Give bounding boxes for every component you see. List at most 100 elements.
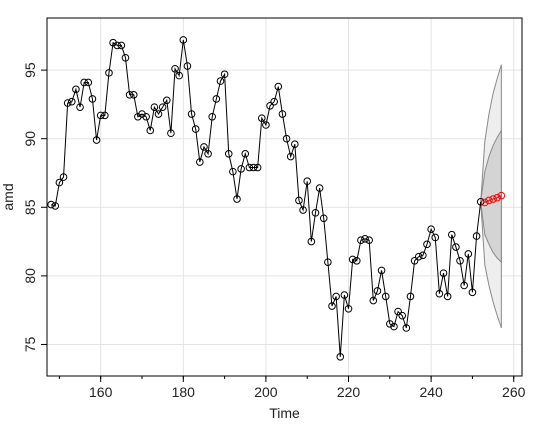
observed-point [233, 195, 241, 203]
observed-point [336, 352, 345, 361]
observed-point [332, 292, 340, 301]
observed-point [381, 292, 390, 301]
series-points [47, 36, 506, 361]
observed-point [162, 96, 171, 105]
observed-point [315, 184, 324, 192]
observed-point [398, 311, 407, 320]
observed-point [253, 163, 262, 172]
observed-point [101, 111, 109, 120]
observed-point [447, 230, 456, 239]
observed-point [105, 69, 113, 77]
observed-point [175, 71, 183, 80]
observed-point [63, 99, 72, 107]
observed-point [51, 202, 60, 210]
observed-point [286, 152, 295, 161]
observed-point [72, 85, 80, 94]
y-axis-title: amd [0, 183, 16, 210]
observed-point [414, 252, 423, 261]
observed-point [295, 196, 303, 205]
observed-point [291, 140, 299, 148]
observed-point [443, 292, 452, 301]
observed-point [361, 235, 369, 243]
observed-point [121, 53, 130, 62]
observed-point [460, 281, 468, 290]
observed-point [208, 112, 217, 121]
observed-point [125, 91, 134, 99]
observed-point [402, 324, 411, 332]
observed-point [158, 103, 167, 111]
observed-point [146, 126, 155, 135]
observed-point [324, 258, 332, 266]
observed-point [472, 232, 481, 240]
observed-line [50, 39, 482, 357]
y-tick-label: 80 [22, 268, 38, 284]
observed-point [183, 62, 192, 70]
observed-point [365, 236, 373, 245]
observed-point [96, 111, 105, 120]
observed-point [427, 225, 435, 234]
observed-point [348, 255, 357, 264]
observed-point [410, 256, 419, 265]
observed-point [439, 269, 448, 277]
observed-point [245, 163, 254, 172]
observed-point [435, 289, 444, 298]
x-tick-label: 220 [337, 384, 361, 400]
observed-point [249, 163, 258, 172]
x-tick-label: 240 [419, 384, 443, 400]
observed-point [373, 287, 382, 295]
forecast-point [481, 198, 489, 207]
forecast-point [497, 191, 506, 200]
x-tick-label: 160 [89, 384, 113, 400]
observed-point [328, 302, 336, 310]
observed-point [150, 103, 159, 111]
observed-point [129, 91, 138, 99]
observed-point [237, 165, 245, 173]
x-axis-title: Time [269, 405, 300, 421]
observed-point [80, 78, 88, 87]
forecast-point [489, 195, 497, 203]
observed-point [452, 243, 460, 251]
observed-point [200, 143, 208, 151]
observed-point [191, 125, 200, 133]
observed-point [369, 296, 378, 305]
y-tick-label: 90 [22, 131, 38, 147]
observed-point [76, 103, 84, 111]
observed-point [88, 95, 97, 103]
observed-point [179, 36, 188, 44]
observed-point [47, 200, 55, 209]
observed-point [390, 322, 398, 331]
observed-point [406, 292, 415, 301]
observed-point [154, 110, 163, 118]
observed-point [394, 307, 402, 316]
observed-point [270, 97, 278, 106]
observed-point [187, 110, 196, 118]
observed-point [464, 250, 473, 258]
observed-point [55, 178, 64, 187]
observed-point [167, 129, 175, 138]
observed-point [241, 149, 250, 158]
observed-point [266, 101, 274, 110]
observed-point [476, 198, 485, 206]
observed-point [282, 134, 291, 143]
grid [47, 18, 522, 376]
observed-point [59, 173, 68, 181]
observed-point [344, 304, 353, 313]
observed-point [220, 70, 229, 79]
observed-point [377, 266, 386, 275]
observed-point [262, 121, 270, 129]
observed-point [92, 136, 101, 144]
y-tick-label: 75 [22, 336, 38, 352]
observed-point [423, 240, 431, 249]
observed-point [357, 236, 365, 245]
observed-point [352, 256, 361, 265]
x-tick-label: 180 [172, 384, 196, 400]
y-tick-label: 85 [22, 199, 38, 215]
x-tick-label: 200 [254, 384, 278, 400]
observed-point [229, 167, 237, 176]
observed-point [299, 206, 307, 214]
observed-point [204, 149, 212, 158]
observed-point [67, 97, 76, 106]
observed-point [257, 114, 266, 122]
observed-point [431, 233, 440, 242]
